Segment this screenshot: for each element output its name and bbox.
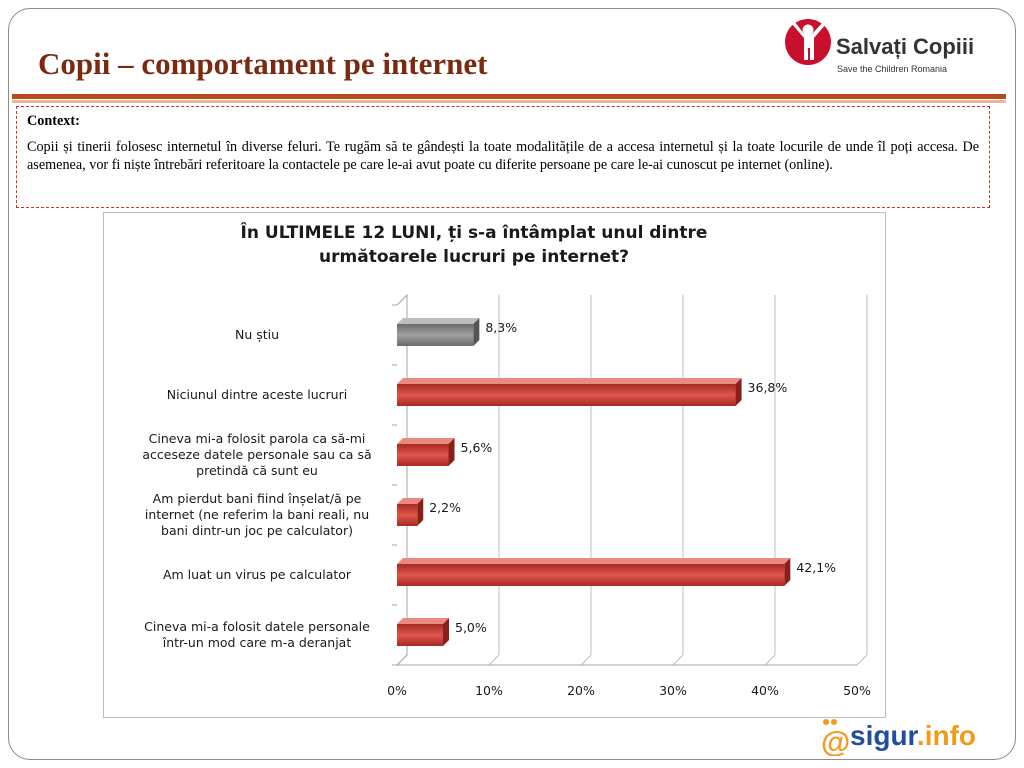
bar-chart: 0% 10% 20% 30% 40% 50% 8,3% 36,8% 5,6% 2,2% 42,1% 5… <box>387 293 871 698</box>
chart-title-line: În ULTIMELE 12 LUNI, ți s-a întâmplat un… <box>240 223 708 243</box>
category-label-line: într-un mod care m-a deranjat <box>162 635 352 650</box>
category-label: Cineva mi-a folosit parola ca să-mi acces… <box>137 431 377 479</box>
title-rule-light <box>12 100 1006 103</box>
title-rule <box>12 94 1006 99</box>
bar-top <box>397 498 424 504</box>
left-wall <box>396 293 408 666</box>
bar <box>397 324 474 346</box>
category-label-line: Am pierdut bani fiind înșelat/ă pe <box>152 491 362 506</box>
floor-gridline <box>488 654 500 666</box>
x-tick-label: 30% <box>659 683 687 698</box>
category-label: Niciunul dintre aceste lucruri <box>137 387 377 403</box>
chart-container: În ULTIMELE 12 LUNI, ți s-a întâmplat un… <box>103 212 886 718</box>
bar <box>397 384 736 406</box>
bar-end <box>473 318 480 346</box>
sigur-info-logo: @ sigur.info <box>820 716 1000 760</box>
value-label: 5,6% <box>461 440 493 455</box>
logo-name: Salvați Copiii <box>836 34 975 59</box>
x-tick-label: 10% <box>475 683 503 698</box>
value-label: 2,2% <box>429 500 461 515</box>
value-label: 36,8% <box>748 380 788 395</box>
category-label-line: Cineva mi-a folosit parola ca să-mi <box>148 431 366 446</box>
context-heading: Context: <box>27 113 80 129</box>
sigur-wordmark: sigur.info <box>850 720 976 752</box>
x-tick-label: 50% <box>843 683 871 698</box>
child-figure-icon <box>785 19 831 65</box>
slide-title: Copii – comportament pe internet <box>38 46 488 81</box>
category-label: Cineva mi-a folosit datele personale într… <box>137 619 377 651</box>
at-sign-icon: @ <box>821 719 850 756</box>
category-label-line: Cineva mi-a folosit datele personale <box>144 619 370 634</box>
bar-end <box>735 378 742 406</box>
context-box: Context: Copii și tinerii folosesc inter… <box>16 106 990 208</box>
value-label: 5,0% <box>455 620 487 635</box>
category-label-line: internet (ne referim la bani reali, nu <box>144 507 370 522</box>
bar <box>397 504 418 526</box>
bar <box>397 444 449 466</box>
category-label: Am luat un virus pe calculator <box>137 567 377 583</box>
bar-end <box>417 498 424 526</box>
chart-title: În ULTIMELE 12 LUNI, ți s-a întâmplat un… <box>104 221 844 269</box>
x-tick-label: 0% <box>387 683 407 698</box>
salvati-copiii-logo: Salvați Copiii Save the Children Romania <box>784 16 994 80</box>
floor-gridline <box>672 654 684 666</box>
bar-top <box>397 378 742 384</box>
logo-subtitle: Save the Children Romania <box>837 64 948 74</box>
value-label: 42,1% <box>796 560 836 575</box>
bar-end <box>443 618 449 646</box>
floor-gridline <box>856 654 868 666</box>
category-label-line: Niciunul dintre aceste lucruri <box>166 387 348 402</box>
floor-gridline <box>580 654 592 666</box>
category-label-line: bani dintr-un joc pe calculator) <box>161 523 353 538</box>
at-glyph: @ <box>821 726 850 756</box>
bar-top <box>397 318 480 324</box>
bar-end <box>784 558 791 586</box>
bar <box>397 564 785 586</box>
bar-top <box>397 558 791 564</box>
x-tick-label: 40% <box>751 683 779 698</box>
category-label: Am pierdut bani fiind înșelat/ă pe intern… <box>137 491 377 539</box>
category-label: Nu știu <box>137 327 377 343</box>
category-label-line: Am luat un virus pe calculator <box>162 567 352 582</box>
sigur-suffix-text: .info <box>916 720 977 751</box>
sigur-main-text: sigur <box>850 720 917 751</box>
x-tick-label: 20% <box>567 683 595 698</box>
bar <box>397 624 443 646</box>
bar-end <box>448 438 455 466</box>
context-text: Copii și tinerii folosesc internetul în … <box>27 139 979 173</box>
value-label: 8,3% <box>485 320 517 335</box>
category-label-line: Nu știu <box>234 327 280 342</box>
floor-gridline <box>764 654 776 666</box>
category-label-line: pretindă că sunt eu <box>196 463 318 478</box>
bar-top <box>397 618 449 624</box>
bar-top <box>397 438 455 444</box>
category-label-line: acceseze datele personale sau ca să <box>142 447 372 462</box>
chart-title-line: următoarele lucruri pe internet? <box>319 247 629 267</box>
